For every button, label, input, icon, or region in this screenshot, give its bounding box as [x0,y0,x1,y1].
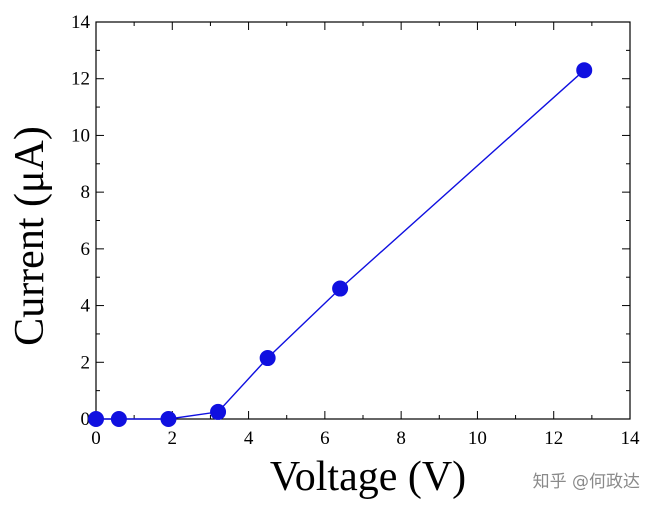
watermark-text: 知乎 @何政达 [533,472,640,492]
x-tick-label: 0 [91,428,101,449]
data-point [110,411,127,427]
data-point [332,280,349,297]
y-tick-label: 4 [81,296,91,317]
plot-frame [95,21,631,420]
axis-ticks [95,21,631,420]
x-tick-label: 14 [621,428,641,449]
x-tick-label: 10 [468,428,487,449]
data-point [160,411,177,427]
x-tick-label: 12 [544,428,563,449]
data-point [576,62,593,79]
data-point [88,411,104,427]
y-tick-label: 8 [81,182,91,203]
y-tick-label: 10 [71,125,90,146]
series-line [96,69,585,420]
x-tick-label: 8 [396,428,406,449]
x-tick-label: 4 [244,428,254,449]
plot-area [95,21,631,420]
y-tick-label: 2 [81,352,91,373]
y-tick-label: 0 [81,409,91,430]
x-tick-label: 6 [320,428,330,449]
y-tick-label: 6 [81,239,91,260]
y-tick-labels: 0 2 4 6 8 10 12 14 [71,12,91,430]
y-axis-title: Current (μA) [7,126,53,346]
x-tick-labels: 0 2 4 6 8 10 12 14 [91,428,640,449]
data-point [210,403,227,420]
x-tick-label: 2 [168,428,178,449]
x-axis-title: Voltage (V) [270,454,466,500]
y-tick-label: 14 [71,12,91,33]
y-tick-label: 12 [71,69,90,90]
data-point [259,350,276,367]
data-series [88,62,593,427]
